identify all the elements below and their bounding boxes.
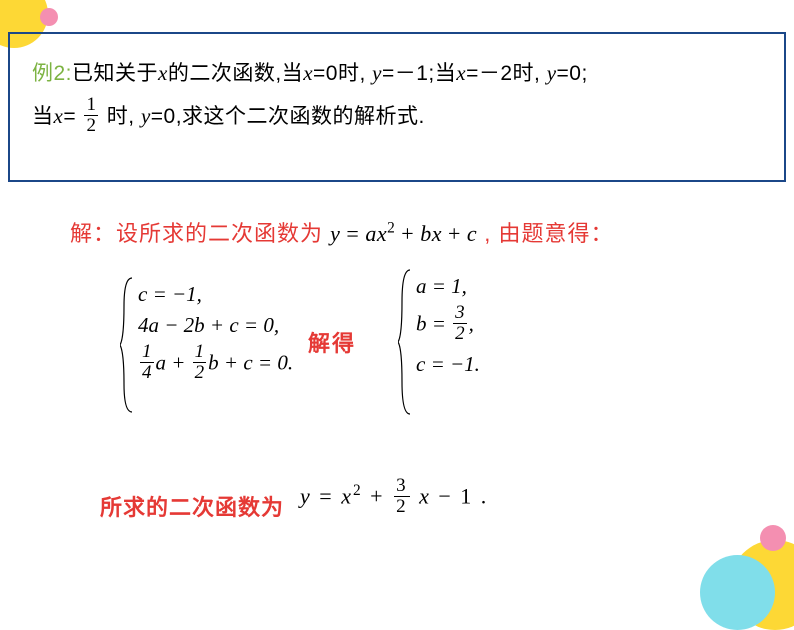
fraction: 12 bbox=[84, 95, 98, 136]
deco-circle bbox=[700, 555, 775, 630]
deco-circle bbox=[760, 525, 786, 551]
equation-system-2: a = 1, b = 32, c = −1. bbox=[408, 268, 480, 416]
equation-system-1: c = −1, 4a − 2b + c = 0, 14a + 12b + c =… bbox=[130, 276, 293, 414]
problem-line-2: 当x= 12 时, y=0,求这个二次函数的解析式. bbox=[32, 95, 770, 138]
problem-box: 例2:已知关于x的二次函数,当x=0时, y=－1;当x=－2时, y=0; 当… bbox=[8, 32, 786, 182]
fraction: 32 bbox=[394, 476, 410, 517]
deco-circle bbox=[40, 8, 58, 26]
fraction: 32 bbox=[453, 303, 467, 344]
fraction: 12 bbox=[193, 342, 207, 383]
brace-icon bbox=[120, 276, 134, 414]
solve-label: 解得 bbox=[308, 326, 356, 358]
solution-setup: 解：设所求的二次函数为 y = ax2 + bx + c , 由题意得： bbox=[70, 216, 614, 248]
result-label: 所求的二次函数为 bbox=[100, 490, 284, 522]
example-label: 例2: bbox=[32, 62, 72, 85]
brace-icon bbox=[398, 268, 412, 416]
problem-line-1: 例2:已知关于x的二次函数,当x=0时, y=－1;当x=－2时, y=0; bbox=[32, 52, 770, 95]
fraction: 14 bbox=[140, 342, 154, 383]
result-formula: y = x2 + 32 x − 1 . bbox=[300, 478, 488, 519]
general-form: y = ax2 + bx + c bbox=[330, 221, 477, 246]
